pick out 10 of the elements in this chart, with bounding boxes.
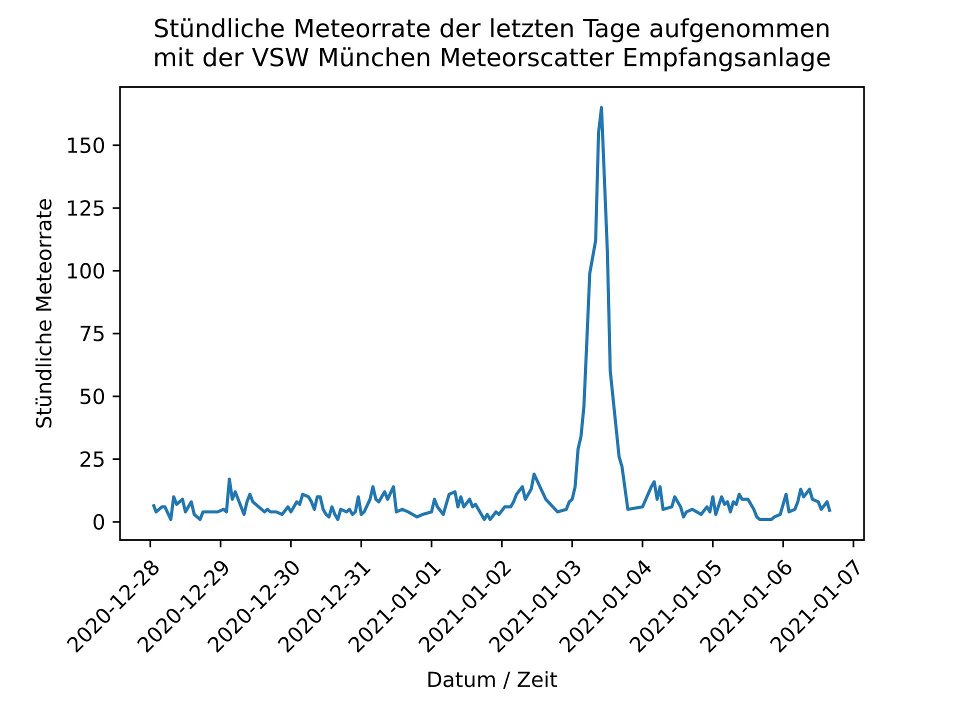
y-tick-label: 25: [80, 451, 104, 467]
chart-title: Stündliche Meteorrate der letzten Tage aufgenommen mit der VSW München Meteorscatter Empfangsanlage: [155, 18, 830, 72]
y-tick-label: 0: [94, 514, 104, 530]
y-tick-label: 125: [68, 200, 104, 216]
x-axis-title: Datum / Zeit: [428, 671, 558, 689]
y-tick-label: 50: [80, 388, 104, 404]
y-axis-title: Stündliche Meteorrate: [35, 199, 52, 428]
y-tick-label: 100: [68, 262, 104, 279]
y-tick-label: 75: [80, 326, 104, 342]
y-tick-label: 150: [68, 137, 104, 154]
